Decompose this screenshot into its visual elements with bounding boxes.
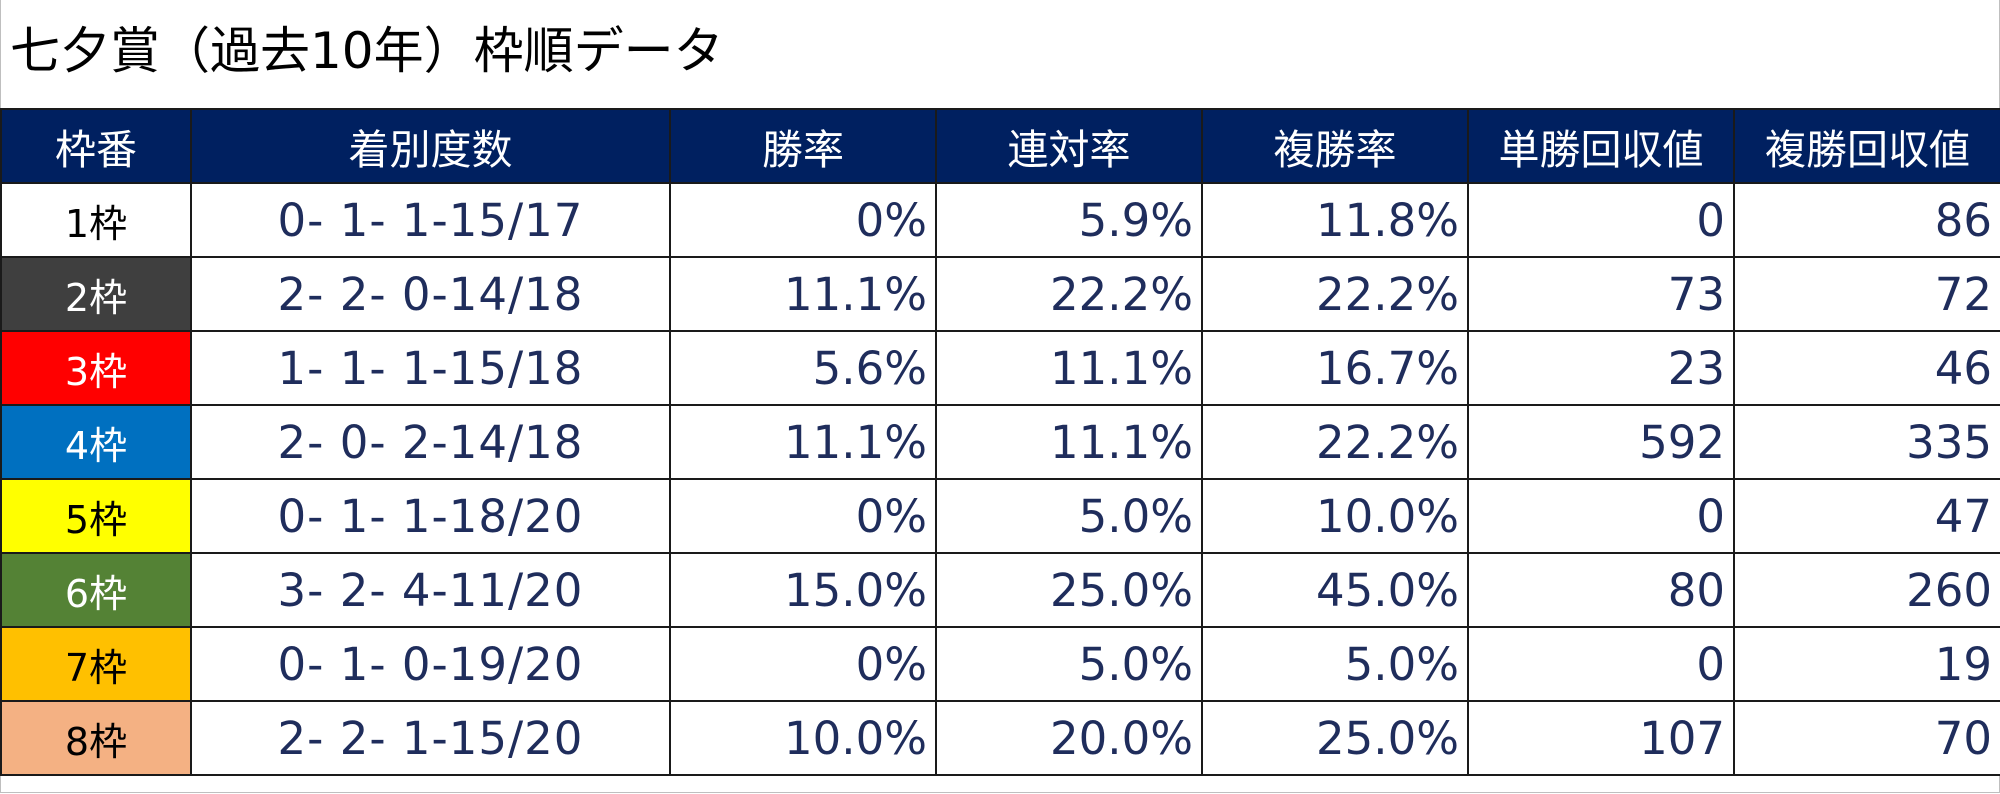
- win-rate: 5.6%: [669, 330, 937, 406]
- finish-record: 0- 1- 1-15/17: [190, 182, 671, 258]
- place-rate: 25.0%: [1201, 700, 1469, 776]
- table-body: 1枠 0- 1- 1-15/17 0% 5.9% 11.8% 0 86 2枠 2…: [0, 182, 2000, 776]
- win-rate: 0%: [669, 478, 937, 554]
- place-return: 335: [1733, 404, 2000, 480]
- win-rate: 0%: [669, 626, 937, 702]
- win-rate: 0%: [669, 182, 937, 258]
- win-rate: 11.1%: [669, 404, 937, 480]
- quinella-rate: 11.1%: [935, 404, 1203, 480]
- win-return: 107: [1467, 700, 1735, 776]
- place-rate: 5.0%: [1201, 626, 1469, 702]
- quinella-rate: 11.1%: [935, 330, 1203, 406]
- quinella-rate: 20.0%: [935, 700, 1203, 776]
- header-win-rate: 勝率: [669, 108, 937, 184]
- frame-label: 5枠: [0, 478, 192, 554]
- place-return: 72: [1733, 256, 2000, 332]
- header-frame-number: 枠番: [0, 108, 192, 184]
- win-return: 80: [1467, 552, 1735, 628]
- finish-record: 1- 1- 1-15/18: [190, 330, 671, 406]
- header-row: 枠番 着別度数 勝率 連対率 複勝率 単勝回収値 複勝回収値: [0, 108, 2000, 184]
- win-rate: 10.0%: [669, 700, 937, 776]
- place-return: 19: [1733, 626, 2000, 702]
- win-return: 73: [1467, 256, 1735, 332]
- quinella-rate: 5.9%: [935, 182, 1203, 258]
- win-return: 23: [1467, 330, 1735, 406]
- header-win-return: 単勝回収値: [1467, 108, 1735, 184]
- win-return: 0: [1467, 478, 1735, 554]
- table-row: 8枠 2- 2- 1-15/20 10.0% 20.0% 25.0% 107 7…: [0, 700, 2000, 776]
- place-rate: 45.0%: [1201, 552, 1469, 628]
- win-return: 0: [1467, 182, 1735, 258]
- frame-label: 7枠: [0, 626, 192, 702]
- table-row: 5枠 0- 1- 1-18/20 0% 5.0% 10.0% 0 47: [0, 478, 2000, 554]
- header-quinella-rate: 連対率: [935, 108, 1203, 184]
- place-return: 70: [1733, 700, 2000, 776]
- place-return: 260: [1733, 552, 2000, 628]
- place-rate: 22.2%: [1201, 404, 1469, 480]
- quinella-rate: 5.0%: [935, 478, 1203, 554]
- table-row: 7枠 0- 1- 0-19/20 0% 5.0% 5.0% 0 19: [0, 626, 2000, 702]
- finish-record: 2- 0- 2-14/18: [190, 404, 671, 480]
- place-rate: 16.7%: [1201, 330, 1469, 406]
- finish-record: 2- 2- 1-15/20: [190, 700, 671, 776]
- place-rate: 10.0%: [1201, 478, 1469, 554]
- table-row: 3枠 1- 1- 1-15/18 5.6% 11.1% 16.7% 23 46: [0, 330, 2000, 406]
- table-row: 2枠 2- 2- 0-14/18 11.1% 22.2% 22.2% 73 72: [0, 256, 2000, 332]
- place-return: 86: [1733, 182, 2000, 258]
- table-row: 1枠 0- 1- 1-15/17 0% 5.9% 11.8% 0 86: [0, 182, 2000, 258]
- finish-record: 0- 1- 1-18/20: [190, 478, 671, 554]
- header-place-return: 複勝回収値: [1733, 108, 2000, 184]
- header-finish-record: 着別度数: [190, 108, 671, 184]
- place-return: 47: [1733, 478, 2000, 554]
- place-rate: 22.2%: [1201, 256, 1469, 332]
- table-row: 4枠 2- 0- 2-14/18 11.1% 11.1% 22.2% 592 3…: [0, 404, 2000, 480]
- finish-record: 3- 2- 4-11/20: [190, 552, 671, 628]
- place-rate: 11.8%: [1201, 182, 1469, 258]
- frame-label: 6枠: [0, 552, 192, 628]
- table-row: 6枠 3- 2- 4-11/20 15.0% 25.0% 45.0% 80 26…: [0, 552, 2000, 628]
- frame-label: 1枠: [0, 182, 192, 258]
- frame-label: 4枠: [0, 404, 192, 480]
- place-return: 46: [1733, 330, 2000, 406]
- frame-label: 8枠: [0, 700, 192, 776]
- frame-stats-table: 枠番 着別度数 勝率 連対率 複勝率 単勝回収値 複勝回収値 1枠 0- 1- …: [0, 108, 2000, 776]
- quinella-rate: 25.0%: [935, 552, 1203, 628]
- win-rate: 15.0%: [669, 552, 937, 628]
- quinella-rate: 5.0%: [935, 626, 1203, 702]
- win-rate: 11.1%: [669, 256, 937, 332]
- header-place-rate: 複勝率: [1201, 108, 1469, 184]
- page-title: 七夕賞（過去10年）枠順データ: [10, 22, 724, 80]
- finish-record: 2- 2- 0-14/18: [190, 256, 671, 332]
- frame-label: 3枠: [0, 330, 192, 406]
- quinella-rate: 22.2%: [935, 256, 1203, 332]
- win-return: 0: [1467, 626, 1735, 702]
- frame-label: 2枠: [0, 256, 192, 332]
- finish-record: 0- 1- 0-19/20: [190, 626, 671, 702]
- win-return: 592: [1467, 404, 1735, 480]
